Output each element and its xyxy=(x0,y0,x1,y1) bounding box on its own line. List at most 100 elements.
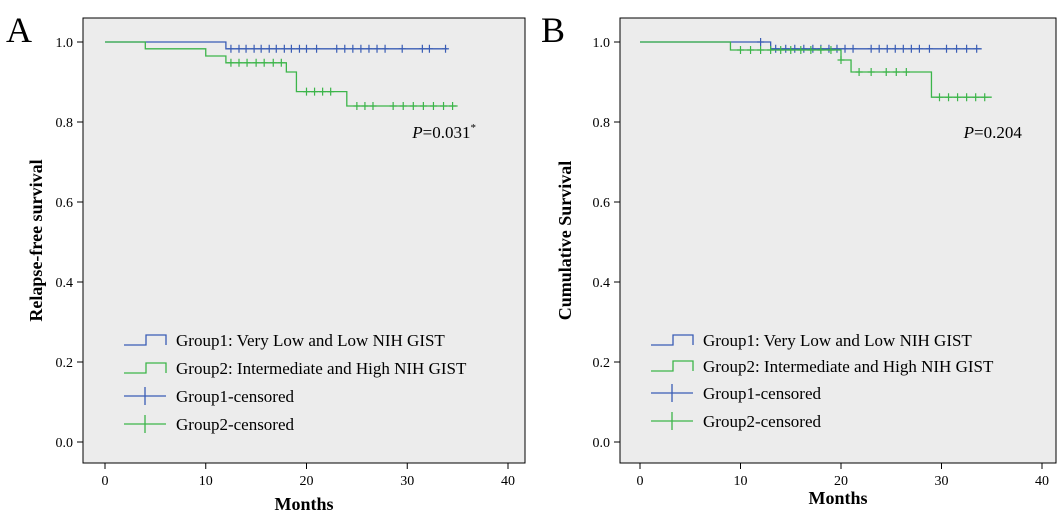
y-tick-label: 0.2 xyxy=(56,356,74,371)
censored-mark-group2 xyxy=(277,58,285,67)
p-value-number: =0.031 xyxy=(423,123,471,142)
legend-line-swatch xyxy=(651,360,694,372)
y-tick-label: 0.8 xyxy=(56,116,74,131)
legend-line-swatch xyxy=(651,334,694,346)
x-axis-title: Months xyxy=(808,488,867,508)
x-tick-label: 30 xyxy=(400,474,414,489)
censored-mark-group2 xyxy=(827,46,835,54)
legend-label: Group1-censored xyxy=(703,384,822,403)
km-panel-a: A 0.0 0.2 0.4 0.6 0.8 1.0 0 10 20 30 40 Months Relaps… xyxy=(6,10,526,512)
censored-mark-group1 xyxy=(295,44,303,53)
legend: Group1: Very Low and Low NIH GIST Group2:… xyxy=(124,331,467,434)
censored-mark-group1 xyxy=(250,44,258,53)
censored-mark-group2 xyxy=(954,93,962,102)
p-value-symbol: P xyxy=(411,123,422,142)
censored-mark-group2 xyxy=(311,87,319,96)
censored-mark-group2 xyxy=(369,102,377,110)
censored-mark-group1 xyxy=(791,44,799,53)
censored-mark-group2 xyxy=(303,87,310,96)
y-tick-label: 0.0 xyxy=(56,436,74,451)
censored-mark-group2 xyxy=(867,68,875,76)
censored-mark-group2 xyxy=(935,93,943,102)
x-tick-label: 0 xyxy=(637,474,644,489)
x-tick-label: 40 xyxy=(501,474,515,489)
censored-mark-group2 xyxy=(963,93,971,102)
censored-mark-group1 xyxy=(272,44,280,53)
censored-mark-group2 xyxy=(837,56,845,64)
censored-mark-group2 xyxy=(327,87,335,96)
censored-mark-group2 xyxy=(855,68,863,76)
censored-mark-group2 xyxy=(429,102,437,110)
censored-mark-group1 xyxy=(953,44,961,53)
censored-mark-group2 xyxy=(817,46,825,54)
legend: Group1: Very Low and Low NIH GIST Group2:… xyxy=(651,331,994,431)
y-tick-label: 0.2 xyxy=(593,356,611,371)
censored-mark-group1 xyxy=(398,44,406,53)
censored-mark-group1 xyxy=(418,44,426,53)
censored-mark-group2 xyxy=(945,93,953,102)
censored-mark-group2 xyxy=(419,102,427,110)
censored-mark-group1 xyxy=(265,44,273,53)
y-tick-label: 0.6 xyxy=(593,196,611,211)
censored-mark-group1 xyxy=(849,44,857,53)
censored-mark-group1 xyxy=(883,44,891,53)
x-tick-label: 10 xyxy=(734,474,748,489)
km-series-2 xyxy=(105,41,458,110)
censored-mark-group1 xyxy=(341,44,349,53)
y-tick-label: 0.0 xyxy=(593,436,611,451)
censored-mark-group1 xyxy=(891,44,899,53)
y-axis-title: Cumulative Survival xyxy=(555,161,575,321)
km-panel-b: B 0.0 0.2 0.4 0.6 0.8 1.0 0 10 20 30 40 Months Cumula… xyxy=(541,10,1057,508)
censored-mark-group1 xyxy=(963,44,971,53)
censored-mark-group2 xyxy=(227,58,235,67)
censored-mark-group1 xyxy=(915,44,923,53)
censored-mark-group2 xyxy=(361,102,369,110)
p-value-number: =0.204 xyxy=(974,123,1022,142)
x-tick-label: 10 xyxy=(199,474,213,489)
censored-mark-group2 xyxy=(767,46,775,54)
censored-mark-group1 xyxy=(349,44,357,53)
censored-mark-group1 xyxy=(425,44,433,53)
legend-label: Group1: Very Low and Low NIH GIST xyxy=(176,331,445,350)
x-tick-label: 20 xyxy=(300,474,314,489)
km-series-1 xyxy=(105,41,450,53)
x-tick-label: 0 xyxy=(102,474,109,489)
censored-mark-group2 xyxy=(737,46,744,54)
censored-mark-group1 xyxy=(867,44,875,53)
censored-mark-group1 xyxy=(235,44,243,53)
censored-mark-group2 xyxy=(892,68,900,76)
censored-mark-group1 xyxy=(841,44,849,53)
censored-mark-group1 xyxy=(757,38,765,46)
censored-mark-group2 xyxy=(440,102,448,110)
legend-line-swatch xyxy=(124,362,167,374)
censored-mark-group2 xyxy=(787,46,795,54)
x-tick-label: 20 xyxy=(834,474,848,489)
censored-mark-group1 xyxy=(381,44,389,53)
censored-mark-group2 xyxy=(757,46,765,54)
censored-mark-group1 xyxy=(899,44,907,53)
censored-mark-group2 xyxy=(902,68,910,76)
x-axis-title: Months xyxy=(274,494,333,512)
censored-mark-group1 xyxy=(907,44,915,53)
censored-mark-group1 xyxy=(242,44,250,53)
censored-mark-group1 xyxy=(333,44,341,53)
censored-mark-group2 xyxy=(243,58,251,67)
km-series-2 xyxy=(640,41,992,102)
y-tick-label: 1.0 xyxy=(56,36,74,51)
x-tick-label: 30 xyxy=(935,474,949,489)
censored-mark-group2 xyxy=(807,46,815,54)
censored-mark-group2 xyxy=(882,68,890,76)
censored-mark-group2 xyxy=(269,58,277,67)
censored-mark-group1 xyxy=(365,44,373,53)
p-value-significance-mark: * xyxy=(471,122,477,134)
legend-cross-swatch xyxy=(124,415,166,433)
y-tick-label: 0.6 xyxy=(56,196,74,211)
censored-mark-group1 xyxy=(833,44,841,53)
censored-mark-group2 xyxy=(449,102,457,110)
censored-mark-group2 xyxy=(389,102,397,110)
p-value-annotation: P=0.031* xyxy=(411,122,476,142)
legend-label: Group2-censored xyxy=(703,412,822,431)
censored-mark-group2 xyxy=(353,102,361,110)
censored-mark-group2 xyxy=(260,58,268,67)
censored-mark-group2 xyxy=(972,93,980,102)
